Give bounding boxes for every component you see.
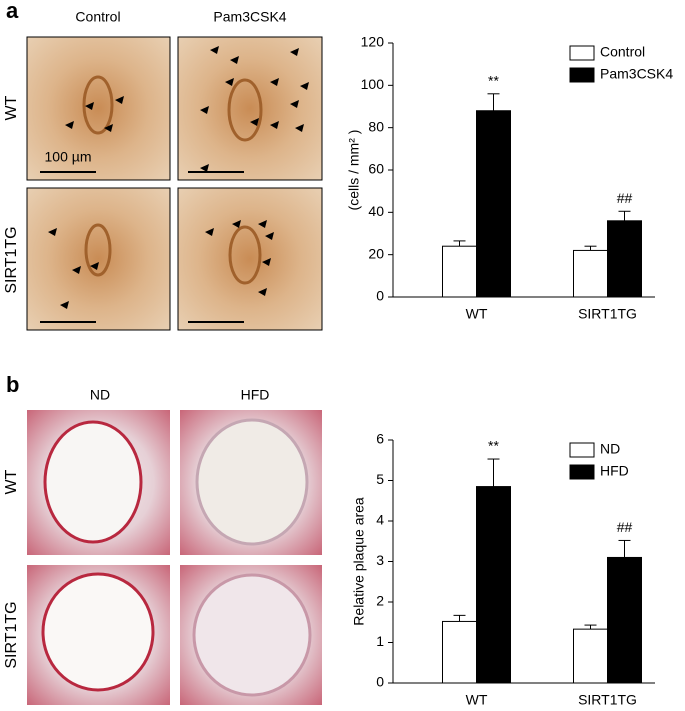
significance-mark: ** (488, 438, 499, 454)
scale-bar-label: 100 µm (45, 149, 92, 165)
error-bar (453, 240, 466, 247)
bar (476, 110, 511, 298)
y-tick-label: 3 (376, 552, 384, 568)
error-bar (584, 624, 597, 630)
y-tick-label: 40 (368, 203, 384, 219)
y-tick-label: 4 (376, 512, 384, 528)
column-label: HFD (241, 387, 270, 403)
significance-mark: ## (617, 519, 633, 535)
column-label: ND (90, 387, 110, 403)
column-label: Control (75, 9, 120, 25)
y-tick-label: 0 (376, 674, 384, 690)
legend-swatch (569, 464, 595, 480)
significance-mark: ## (617, 190, 633, 206)
legend-label: Pam3CSK4 (600, 66, 673, 82)
legend-label: HFD (600, 463, 629, 479)
row-label: WT (3, 95, 20, 120)
y-tick-label: 6 (376, 431, 384, 447)
scale-bars (40, 171, 244, 323)
bar (607, 556, 642, 684)
histology (27, 410, 322, 705)
bar (476, 486, 511, 684)
y-tick-label: 2 (376, 593, 384, 609)
x-tick-label: SIRT1TG (578, 306, 637, 322)
bar (607, 220, 642, 298)
x-tick-label: WT (466, 306, 488, 322)
y-tick-label: 5 (376, 471, 384, 487)
error-bar (487, 93, 500, 111)
y-tick-label: 100 (361, 76, 385, 92)
row-label: SIRT1TG (3, 601, 20, 668)
bar (573, 249, 608, 298)
error-bar (487, 458, 500, 487)
y-tick-label: 0 (376, 288, 384, 304)
y-tick-label: 60 (368, 161, 384, 177)
row-label: SIRT1TG (3, 226, 20, 293)
y-axis-label: (cells / mm² ) (346, 130, 362, 211)
bar (442, 245, 477, 298)
y-tick-label: 80 (368, 118, 384, 134)
y-tick-label: 1 (376, 633, 384, 649)
panel-label: a (6, 0, 19, 23)
row-label: WT (3, 469, 20, 494)
legend-swatch (569, 442, 595, 458)
y-tick-label: 120 (361, 34, 385, 50)
x-tick-label: WT (466, 692, 488, 708)
bar (573, 628, 608, 684)
error-bar (618, 539, 631, 558)
significance-mark: ** (488, 73, 499, 89)
bar (442, 620, 477, 684)
legend-label: ND (600, 441, 620, 457)
y-axis-label: Relative plaque area (351, 497, 367, 626)
y-tick-label: 20 (368, 245, 384, 261)
error-bar (618, 210, 631, 221)
error-bar (453, 614, 466, 622)
panel-label: b (6, 372, 19, 397)
legend-swatch (569, 67, 595, 83)
legend-label: Control (600, 44, 645, 60)
legend-swatch (569, 45, 595, 61)
error-bar (584, 245, 597, 251)
column-label: Pam3CSK4 (213, 9, 286, 25)
micrographs (26, 36, 323, 331)
x-tick-label: SIRT1TG (578, 692, 637, 708)
